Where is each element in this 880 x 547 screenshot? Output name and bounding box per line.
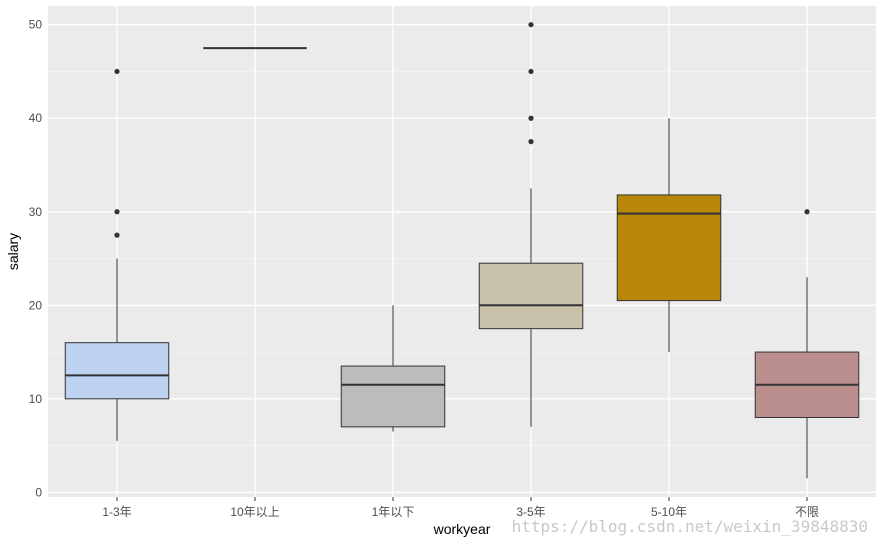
y-axis-title: salary	[5, 233, 21, 270]
y-tick-label: 0	[35, 485, 42, 499]
box-4	[616, 118, 722, 353]
outlier-point	[114, 209, 120, 215]
x-tick-label: 10年以上	[230, 505, 279, 519]
outlier-point	[528, 22, 534, 28]
y-tick-labels: 0 10 20 30 40 50	[29, 18, 43, 500]
watermark-text: https://blog.csdn.net/weixin_39848830	[512, 517, 868, 536]
box-body	[616, 194, 722, 302]
y-tick-label: 30	[29, 205, 43, 219]
box-0	[64, 68, 170, 441]
outlier-point	[114, 68, 120, 75]
y-tick-label: 10	[29, 392, 43, 406]
box-body	[478, 262, 584, 330]
box-body	[340, 365, 446, 428]
box-3	[478, 22, 584, 427]
x-tick-label: 1-3年	[102, 505, 131, 519]
plot-panel	[48, 6, 876, 497]
box-5	[754, 209, 860, 479]
box-2	[340, 305, 446, 432]
outlier-point	[804, 209, 810, 215]
x-tick-labels: 1-3年 10年以上 1年以下 3-5年 5-10年 不限	[102, 497, 819, 519]
y-tick-label: 40	[29, 111, 43, 125]
y-tick-label: 20	[29, 298, 43, 312]
x-tick-label: 1年以下	[372, 505, 415, 519]
x-tick-label: 不限	[795, 505, 819, 519]
outlier-point	[528, 115, 534, 121]
outlier-point	[114, 232, 120, 238]
x-axis-title: workyear	[433, 521, 491, 537]
x-tick-label: 3-5年	[516, 505, 545, 519]
outlier-point	[528, 68, 534, 75]
y-tick-label: 50	[29, 18, 43, 32]
boxes	[64, 22, 860, 479]
outlier-point	[528, 139, 534, 145]
box-body	[64, 342, 170, 400]
x-tick-label: 5-10年	[651, 505, 687, 519]
